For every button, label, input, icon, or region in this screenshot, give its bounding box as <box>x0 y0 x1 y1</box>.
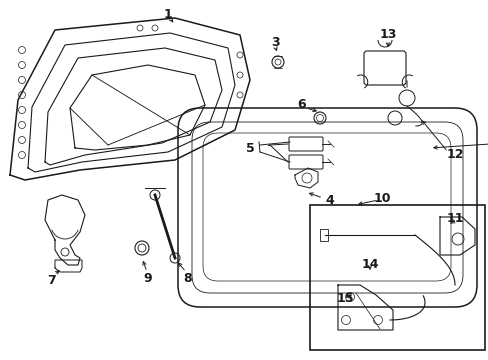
Text: 3: 3 <box>270 36 279 49</box>
Text: 10: 10 <box>372 192 390 204</box>
Text: 13: 13 <box>379 28 396 41</box>
Text: 11: 11 <box>446 211 463 225</box>
Text: 5: 5 <box>245 141 254 154</box>
Bar <box>319 229 327 241</box>
Text: 6: 6 <box>297 99 305 112</box>
Bar <box>309 205 484 350</box>
Text: 8: 8 <box>183 271 192 284</box>
Text: 4: 4 <box>325 194 334 207</box>
Text: 12: 12 <box>446 148 463 162</box>
Text: 15: 15 <box>336 292 353 305</box>
Text: 1: 1 <box>163 9 172 22</box>
Text: 14: 14 <box>361 258 378 271</box>
Text: 9: 9 <box>143 271 152 284</box>
Text: 7: 7 <box>47 274 56 287</box>
